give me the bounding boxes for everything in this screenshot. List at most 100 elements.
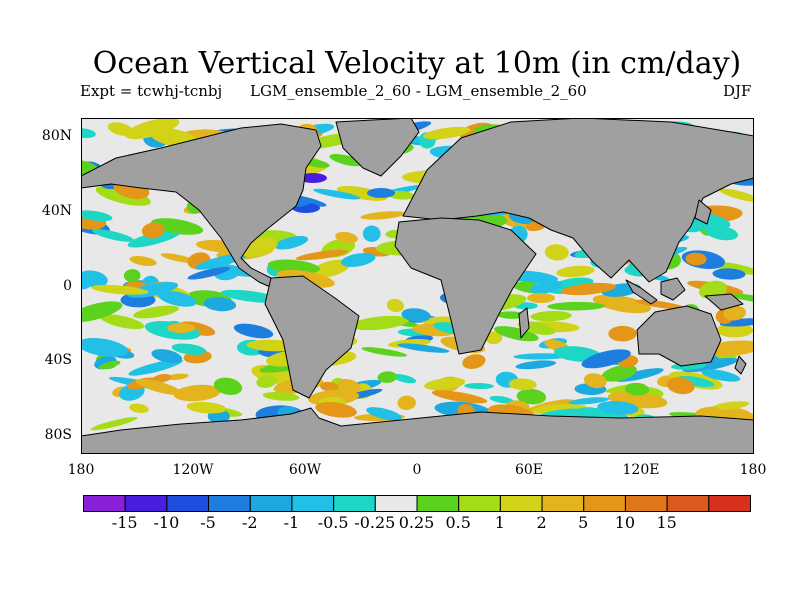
velocity-patch	[128, 359, 183, 376]
colorbar-box	[541, 495, 585, 512]
velocity-patch	[547, 301, 605, 311]
velocity-patch	[329, 153, 363, 167]
colorbar-tick-label: 0.25	[398, 513, 435, 532]
velocity-patch	[160, 253, 197, 264]
colorbar	[83, 495, 751, 512]
velocity-patch	[81, 338, 129, 357]
velocity-patch	[165, 373, 189, 381]
velocity-patch	[151, 349, 182, 363]
velocity-patch	[695, 406, 720, 418]
velocity-patch	[299, 173, 327, 183]
velocity-patch	[81, 210, 113, 222]
lat-label-40s: 40S	[44, 352, 72, 368]
velocity-patch	[513, 353, 569, 360]
velocity-patch	[315, 402, 357, 418]
colorbar-box	[124, 495, 168, 512]
velocity-patch	[485, 331, 503, 345]
velocity-patch	[424, 377, 466, 391]
velocity-patch	[367, 188, 395, 198]
land-north-america	[81, 123, 322, 291]
velocity-map	[81, 118, 754, 454]
season-label: DJF	[723, 82, 752, 100]
velocity-patch	[141, 222, 165, 239]
velocity-patch	[361, 347, 408, 357]
velocity-patch	[516, 388, 547, 405]
colorbar-box	[249, 495, 293, 512]
velocity-patch	[423, 126, 471, 140]
land-new-guinea	[704, 293, 744, 311]
velocity-patch	[220, 289, 280, 303]
velocity-patch	[313, 188, 361, 200]
velocity-patch	[256, 375, 277, 388]
experiment-label: Expt = tcwhj-tcnbj	[80, 82, 223, 100]
velocity-patch	[494, 326, 539, 342]
velocity-patch	[601, 364, 637, 382]
velocity-patch	[362, 225, 381, 242]
velocity-patch	[262, 391, 300, 401]
land-new-zealand	[734, 355, 747, 375]
map-title: Ocean Vertical Velocity at 10m (in cm/da…	[92, 46, 742, 81]
velocity-patch	[712, 401, 750, 410]
velocity-patch	[685, 252, 707, 266]
lon-label-0: 0	[412, 462, 422, 478]
velocity-patch	[431, 390, 488, 404]
velocity-patch	[274, 235, 309, 250]
land-south-america	[264, 275, 360, 399]
velocity-patch	[158, 290, 197, 307]
velocity-patch	[360, 211, 406, 220]
velocity-patch	[366, 407, 402, 421]
velocity-patch	[133, 305, 180, 319]
colorbar-tick-label: 15	[656, 513, 677, 532]
lon-label-60w: 60W	[288, 462, 322, 478]
colorbar-tick-label: 2	[536, 513, 547, 532]
velocity-patch	[677, 375, 715, 388]
colorbar-tick-label: -0.25	[354, 513, 396, 532]
lon-label-60e: 60E	[514, 462, 544, 478]
lat-label-eq: 0	[63, 278, 72, 294]
velocity-patch	[98, 360, 121, 370]
velocity-patch	[508, 378, 537, 391]
velocity-patch	[701, 369, 741, 382]
velocity-patch	[90, 417, 138, 431]
velocity-patch	[615, 368, 664, 382]
velocity-patch	[592, 294, 651, 314]
colorbar-box	[291, 495, 335, 512]
velocity-patch	[581, 349, 631, 369]
land-eurasia	[402, 118, 754, 283]
velocity-patch	[386, 298, 404, 313]
velocity-patch	[81, 128, 96, 139]
lat-label-80n: 80N	[41, 128, 72, 144]
velocity-patch	[129, 403, 149, 414]
velocity-patch	[335, 231, 358, 244]
case-label: LGM_ensemble_2_60 - LGM_ensemble_2_60	[250, 82, 587, 100]
velocity-patch	[310, 259, 351, 278]
velocity-patch	[397, 395, 416, 411]
colorbar-box	[583, 495, 626, 512]
velocity-patch	[124, 118, 180, 140]
velocity-patch	[712, 268, 746, 280]
lon-label-120w: 120W	[172, 462, 214, 478]
velocity-patch	[127, 229, 182, 248]
velocity-patch	[187, 266, 231, 280]
velocity-patch	[560, 282, 616, 296]
colorbar-tick-label: 0.5	[445, 513, 471, 532]
colorbar-tick-label: -0.5	[317, 513, 349, 532]
velocity-patch	[624, 382, 650, 396]
velocity-patch	[597, 401, 639, 415]
velocity-patch	[530, 310, 572, 322]
velocity-patch	[186, 401, 227, 414]
velocity-patch	[544, 244, 569, 261]
velocity-patch	[173, 384, 221, 402]
velocity-patch	[123, 269, 141, 283]
colorbar-box	[708, 495, 751, 512]
map-frame	[81, 118, 754, 454]
colorbar-tick-label: 5	[578, 513, 589, 532]
velocity-patch	[489, 395, 514, 404]
land-australia	[636, 305, 722, 367]
velocity-patch	[340, 252, 376, 267]
colorbar-tick-label: 1	[494, 513, 505, 532]
land-masses	[81, 118, 754, 454]
velocity-patch	[350, 315, 409, 331]
lon-label-180e: 180	[739, 462, 767, 478]
colorbar-box	[416, 495, 460, 512]
